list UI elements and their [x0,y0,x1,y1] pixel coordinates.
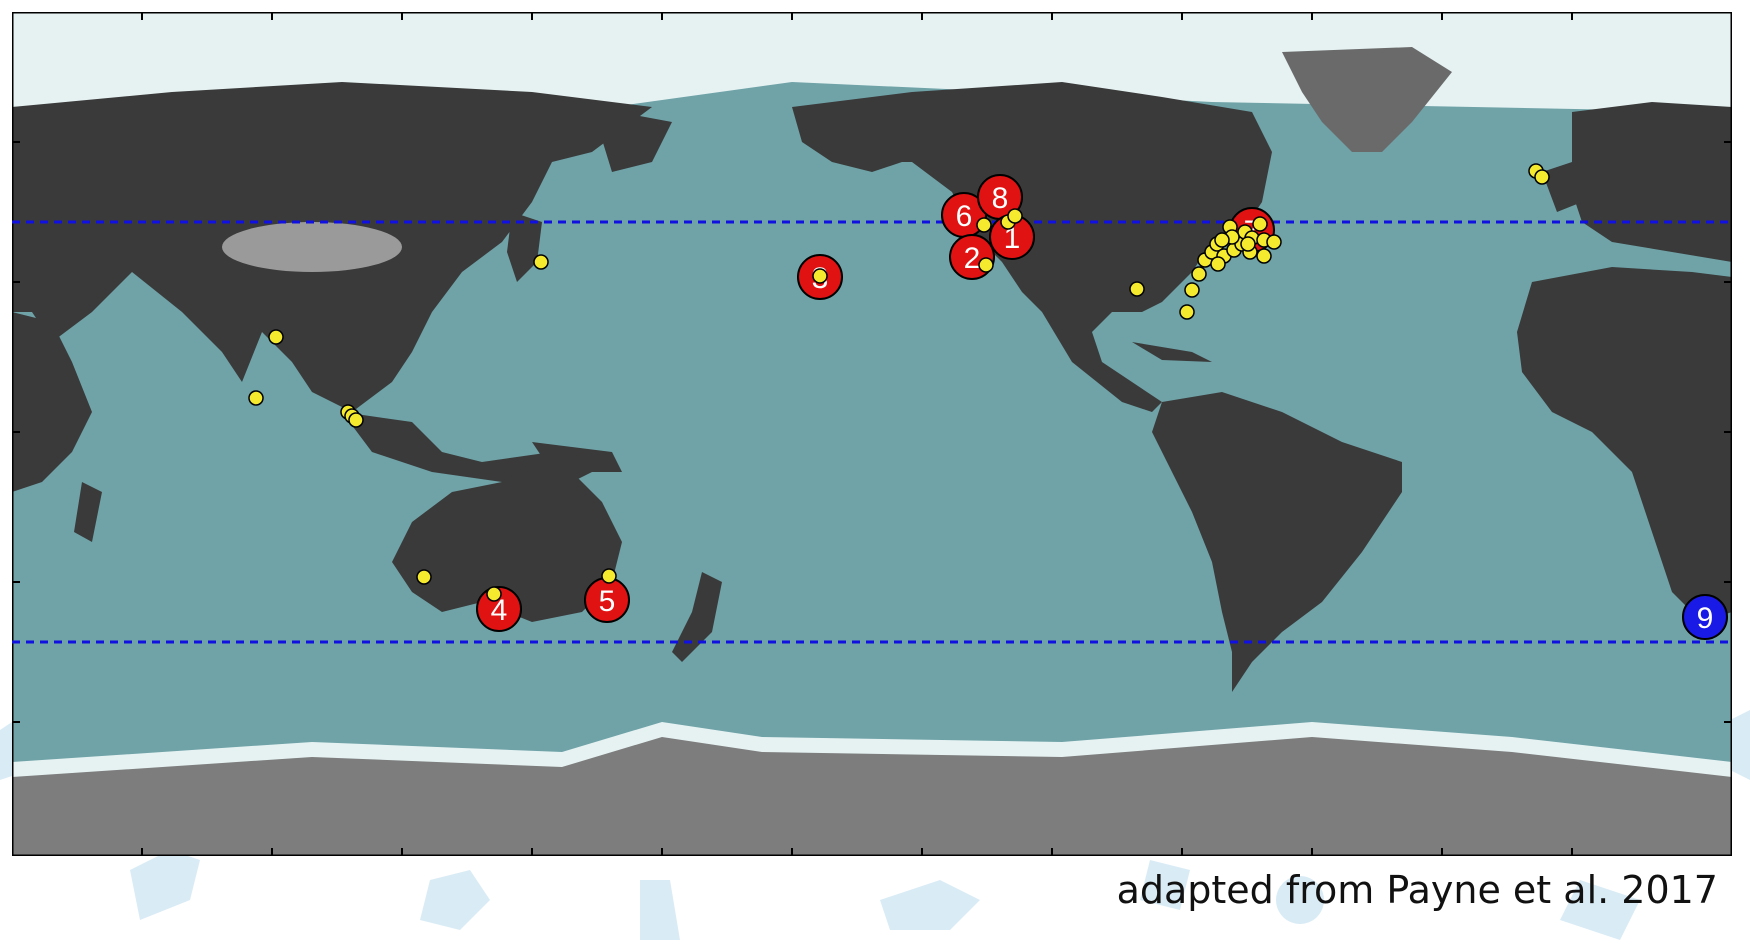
svg-text:1: 1 [1004,222,1021,255]
site-marker [1129,281,1145,297]
site-marker [268,329,284,345]
map-ticks [12,12,1732,856]
land-greenland [1282,47,1452,152]
svg-text:8: 8 [992,182,1009,215]
site-marker [1179,304,1195,320]
world-map: 3 6 8 1 2 7 4 5 9 [12,12,1732,856]
site-marker [348,412,364,428]
site-marker [1210,256,1226,272]
svg-text:2: 2 [964,242,981,275]
land-british-isles [1542,162,1582,212]
site-marker [486,586,502,602]
site-marker [1534,169,1550,185]
site-marker [601,568,617,584]
land-south-america [1152,392,1402,692]
site-marker [1266,234,1282,250]
land-caribbean [1132,342,1212,362]
site-marker [1256,248,1272,264]
site-marker [1214,232,1230,248]
site-marker [533,254,549,270]
land-madagascar [74,482,102,542]
svg-text:4: 4 [491,594,508,627]
numbered-marker-9: 9 [1682,594,1728,640]
land-africa-west [1517,267,1732,622]
land-africa-east [12,312,92,492]
site-marker [1252,216,1268,232]
land-new-guinea [532,442,622,472]
site-marker [1240,236,1256,252]
yellow-sites [248,163,1550,602]
tibetan-plateau [222,222,402,272]
svg-text:6: 6 [956,200,973,233]
land-alaska [792,107,902,172]
site-marker [416,569,432,585]
numbered-marker-1: 1 [989,214,1035,260]
site-marker [1007,208,1023,224]
antarctic-shelf [12,722,1732,777]
site-marker [976,217,992,233]
numbered-marker-5: 5 [584,577,630,623]
site-marker [1184,282,1200,298]
numbered-marker-8: 8 [977,174,1023,220]
site-marker [978,257,994,273]
site-marker [812,268,828,284]
site-marker [248,390,264,406]
land-antarctica [12,732,1732,856]
svg-text:5: 5 [599,585,616,618]
land-new-zealand [672,572,722,662]
land-japan [507,212,542,282]
site-marker [1191,266,1207,282]
land-australia [392,462,622,622]
svg-text:9: 9 [1697,602,1714,635]
source-credit: adapted from Payne et al. 2017 [1116,868,1718,912]
land-kamchatka [592,107,672,172]
